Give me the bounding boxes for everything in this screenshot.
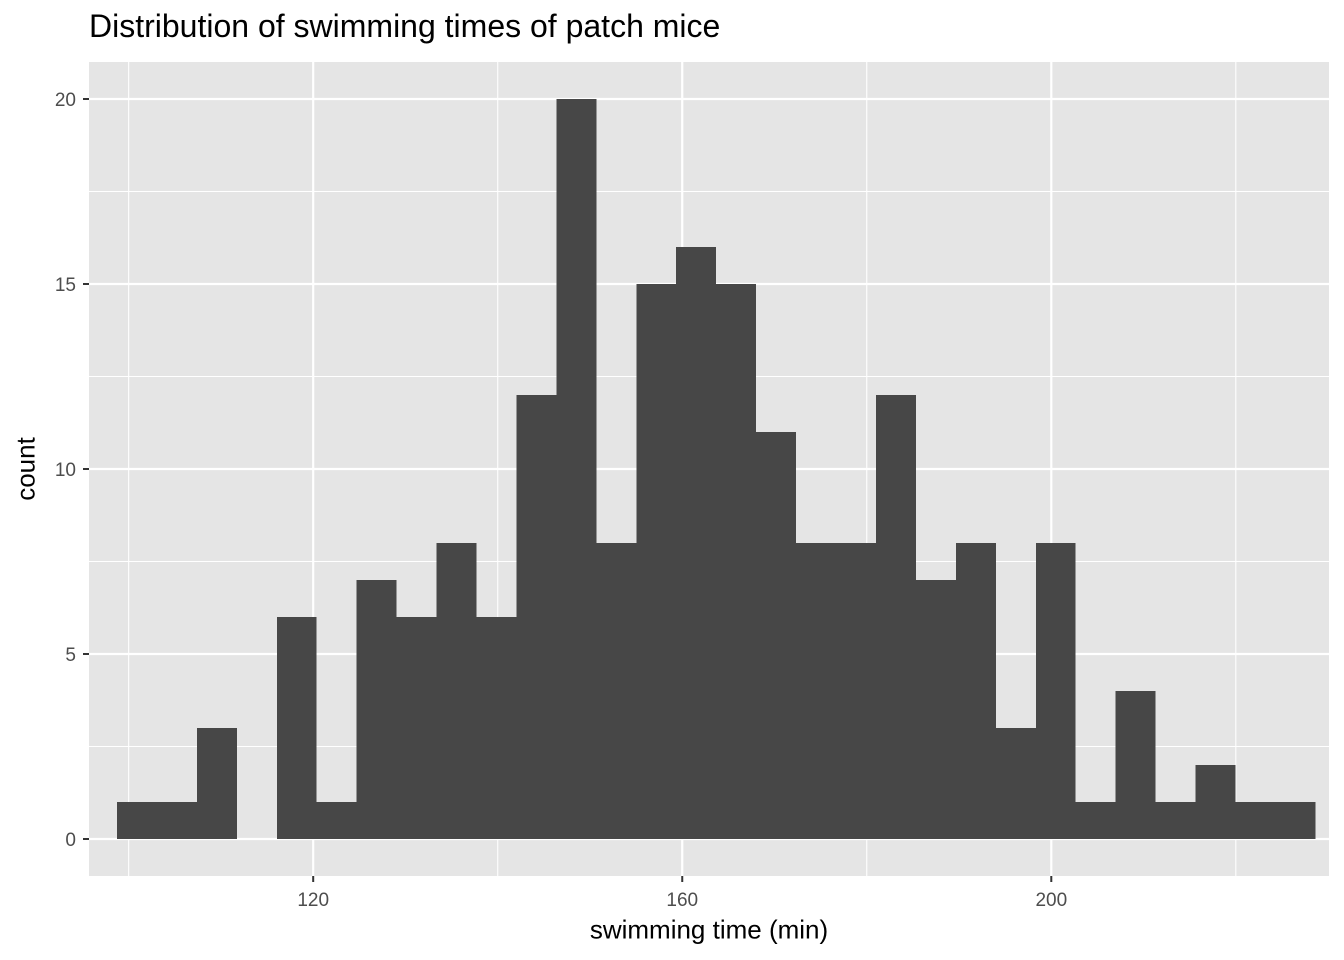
y-tick-label: 10 bbox=[55, 460, 76, 481]
histogram-bar bbox=[875, 395, 916, 839]
histogram-bar bbox=[436, 543, 477, 839]
histogram-bar bbox=[1275, 802, 1316, 839]
histogram-bar bbox=[1115, 691, 1156, 839]
histogram-bar bbox=[796, 543, 837, 839]
y-tick-label: 0 bbox=[65, 830, 76, 851]
chart-title: Distribution of swimming times of patch … bbox=[89, 8, 721, 44]
y-tick-label: 15 bbox=[55, 275, 76, 296]
histogram-bar bbox=[955, 543, 996, 839]
x-tick-label: 160 bbox=[666, 890, 698, 911]
x-tick-label: 200 bbox=[1035, 890, 1067, 911]
histogram-bar bbox=[1155, 802, 1196, 839]
histogram-bar bbox=[556, 99, 597, 839]
histogram-bar bbox=[756, 432, 797, 839]
histogram-bar bbox=[156, 802, 197, 839]
x-axis: 120 160 200 bbox=[297, 876, 1067, 911]
x-axis-label: swimming time (min) bbox=[589, 914, 829, 945]
histogram-bar bbox=[356, 580, 397, 839]
y-axis: 0 5 10 15 20 bbox=[55, 90, 89, 851]
histogram-bar bbox=[1035, 543, 1076, 839]
histogram-bar bbox=[596, 543, 637, 839]
histogram-bar bbox=[716, 284, 757, 839]
histogram-bar bbox=[1235, 802, 1276, 839]
histogram-bar bbox=[276, 617, 317, 839]
histogram-bars bbox=[116, 99, 1316, 839]
y-axis-label: count bbox=[10, 437, 41, 501]
histogram-bar bbox=[1075, 802, 1116, 839]
histogram-bar bbox=[636, 284, 677, 839]
y-tick-label: 20 bbox=[55, 90, 76, 111]
histogram-bar bbox=[476, 617, 517, 839]
histogram-bar bbox=[516, 395, 557, 839]
y-tick-label: 5 bbox=[65, 645, 76, 666]
x-tick-label: 120 bbox=[297, 890, 329, 911]
histogram-bar bbox=[316, 802, 357, 839]
histogram-bar bbox=[196, 728, 237, 839]
histogram-bar bbox=[1195, 765, 1236, 839]
histogram-bar bbox=[836, 543, 876, 839]
histogram-bar bbox=[915, 580, 956, 839]
histogram-bar bbox=[116, 802, 157, 839]
histogram-bar bbox=[396, 617, 437, 839]
histogram-bar bbox=[995, 728, 1036, 839]
histogram-bar bbox=[676, 247, 717, 839]
